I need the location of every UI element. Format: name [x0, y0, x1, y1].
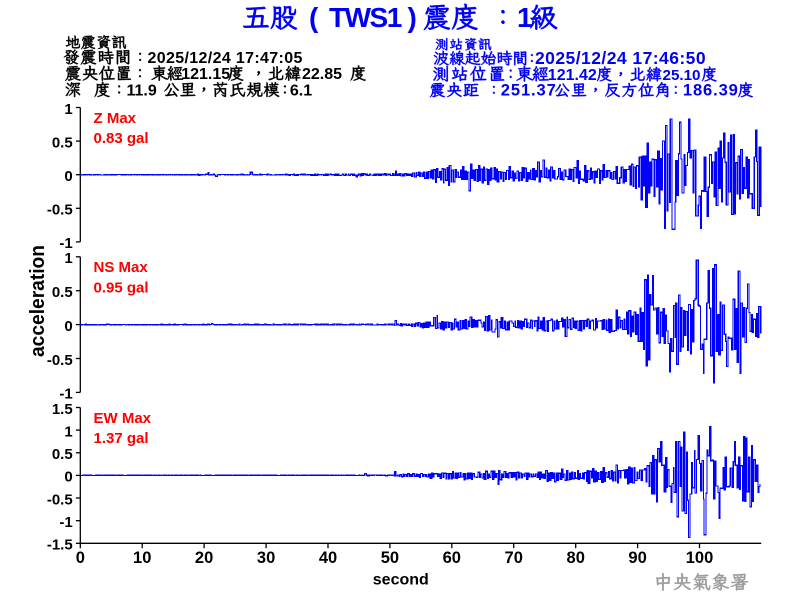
svg-text:30: 30 — [257, 549, 275, 567]
svg-text:-1: -1 — [59, 235, 72, 252]
svg-text:-1: -1 — [59, 514, 72, 531]
svg-text:0.95 gal: 0.95 gal — [94, 279, 149, 296]
svg-text:100: 100 — [686, 549, 714, 567]
svg-text:50: 50 — [381, 549, 399, 567]
svg-text:90: 90 — [628, 549, 646, 567]
svg-text:121.42: 121.42 — [548, 67, 597, 84]
svg-text:(: ( — [309, 2, 319, 33]
svg-text:second: second — [373, 571, 429, 588]
svg-text:186.39: 186.39 — [683, 82, 739, 100]
svg-text:1.37 gal: 1.37 gal — [94, 430, 149, 447]
svg-text:0.5: 0.5 — [52, 134, 73, 151]
svg-text:70: 70 — [505, 549, 523, 567]
svg-text:80: 80 — [567, 549, 585, 567]
svg-text:0: 0 — [64, 469, 72, 486]
svg-text:-0.5: -0.5 — [47, 352, 73, 369]
svg-text:acceleration: acceleration — [27, 245, 49, 357]
svg-text:1.5: 1.5 — [52, 401, 73, 418]
svg-text:-0.5: -0.5 — [47, 491, 73, 508]
svg-text:-0.5: -0.5 — [47, 202, 73, 219]
svg-text:-1: -1 — [59, 386, 72, 403]
svg-text:Z Max: Z Max — [94, 110, 137, 127]
svg-text:1: 1 — [517, 2, 533, 33]
svg-text:0.5: 0.5 — [52, 446, 73, 463]
svg-text:1: 1 — [64, 250, 72, 267]
svg-text:1: 1 — [64, 101, 72, 118]
svg-text:121.15: 121.15 — [181, 66, 230, 83]
svg-text:): ) — [408, 2, 417, 33]
svg-text:60: 60 — [443, 549, 461, 567]
svg-text:40: 40 — [319, 549, 337, 567]
svg-text:-1.5: -1.5 — [47, 537, 73, 554]
svg-text:6.1: 6.1 — [290, 82, 312, 99]
svg-text:0.5: 0.5 — [52, 284, 73, 301]
svg-text:10: 10 — [133, 549, 151, 567]
svg-text:20: 20 — [195, 549, 213, 567]
svg-text:NS Max: NS Max — [94, 259, 149, 276]
svg-text:0: 0 — [76, 549, 85, 567]
svg-text:0.83 gal: 0.83 gal — [94, 130, 149, 147]
svg-text:TWS1: TWS1 — [329, 2, 402, 33]
svg-text:251.37: 251.37 — [501, 82, 557, 100]
svg-text:2025/12/24 17:47:05: 2025/12/24 17:47:05 — [148, 50, 303, 67]
svg-text:1: 1 — [64, 423, 72, 440]
svg-text:25.10: 25.10 — [663, 67, 701, 84]
svg-text:2025/12/24 17:46:50: 2025/12/24 17:46:50 — [535, 48, 706, 68]
svg-text:22.85: 22.85 — [302, 66, 342, 83]
svg-text:0: 0 — [64, 318, 72, 335]
svg-text:EW Max: EW Max — [94, 410, 152, 427]
svg-text:0: 0 — [64, 168, 72, 185]
svg-text:11.9: 11.9 — [127, 82, 157, 99]
